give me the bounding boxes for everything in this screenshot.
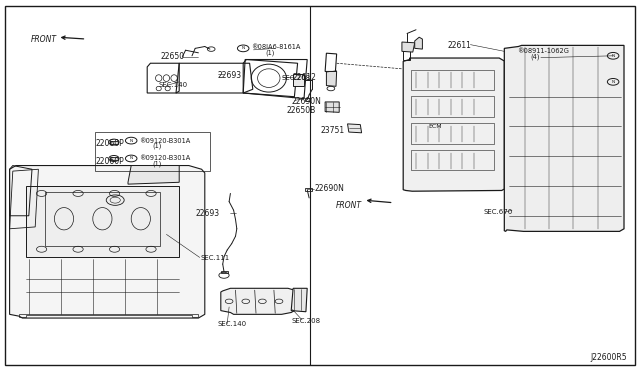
Text: (1): (1) bbox=[266, 49, 275, 56]
Text: (1): (1) bbox=[152, 142, 162, 149]
Text: 22693: 22693 bbox=[218, 71, 242, 80]
Text: ECM: ECM bbox=[428, 124, 442, 129]
Polygon shape bbox=[128, 166, 179, 184]
Polygon shape bbox=[348, 124, 362, 133]
Polygon shape bbox=[415, 37, 422, 49]
Bar bbox=[26, 186, 179, 257]
Text: 22690N: 22690N bbox=[292, 97, 322, 106]
Text: 22650: 22650 bbox=[160, 52, 184, 61]
Text: (4): (4) bbox=[530, 54, 540, 60]
Text: 22611: 22611 bbox=[448, 41, 472, 49]
Text: ®08911-1062G: ®08911-1062G bbox=[517, 48, 569, 54]
Polygon shape bbox=[110, 141, 118, 144]
Bar bbox=[411, 70, 494, 90]
Text: FRONT: FRONT bbox=[30, 35, 56, 44]
Text: SEC.208: SEC.208 bbox=[282, 75, 311, 81]
Text: ®09120-B301A: ®09120-B301A bbox=[140, 138, 191, 144]
Text: 22060P: 22060P bbox=[96, 157, 125, 166]
Text: 22690N: 22690N bbox=[315, 185, 345, 193]
Text: 22612: 22612 bbox=[293, 73, 317, 82]
Polygon shape bbox=[293, 74, 304, 86]
Text: SEC.670: SEC.670 bbox=[483, 209, 513, 215]
Polygon shape bbox=[402, 42, 415, 52]
Polygon shape bbox=[326, 71, 337, 86]
Text: 23751: 23751 bbox=[320, 126, 344, 135]
Text: N: N bbox=[611, 80, 615, 84]
Text: 22693: 22693 bbox=[195, 209, 220, 218]
Text: N: N bbox=[241, 46, 245, 50]
Text: SEC.140: SEC.140 bbox=[218, 321, 247, 327]
Bar bbox=[95, 132, 210, 171]
Bar bbox=[411, 96, 494, 117]
Text: N: N bbox=[611, 54, 615, 58]
Text: SEC.111: SEC.111 bbox=[201, 255, 230, 261]
Text: 22650B: 22650B bbox=[287, 106, 316, 115]
Polygon shape bbox=[291, 288, 307, 312]
Text: ®09120-B301A: ®09120-B301A bbox=[140, 155, 191, 161]
Polygon shape bbox=[504, 45, 624, 231]
Text: (1): (1) bbox=[152, 160, 162, 167]
Polygon shape bbox=[325, 102, 339, 112]
Polygon shape bbox=[221, 288, 294, 314]
Text: 22060P: 22060P bbox=[96, 139, 125, 148]
Text: N: N bbox=[129, 157, 133, 160]
Text: SEC.208: SEC.208 bbox=[292, 318, 321, 324]
Bar bbox=[411, 150, 494, 170]
Text: FRONT: FRONT bbox=[336, 201, 362, 210]
Polygon shape bbox=[10, 166, 205, 318]
Polygon shape bbox=[403, 58, 504, 191]
Text: J22600R5: J22600R5 bbox=[591, 353, 627, 362]
Bar bbox=[411, 123, 494, 144]
Text: SEC.140: SEC.140 bbox=[159, 82, 188, 88]
Polygon shape bbox=[110, 157, 118, 160]
Text: ®08IA6-8161A: ®08IA6-8161A bbox=[252, 44, 301, 50]
Bar bbox=[45, 192, 160, 246]
Text: N: N bbox=[129, 139, 133, 142]
